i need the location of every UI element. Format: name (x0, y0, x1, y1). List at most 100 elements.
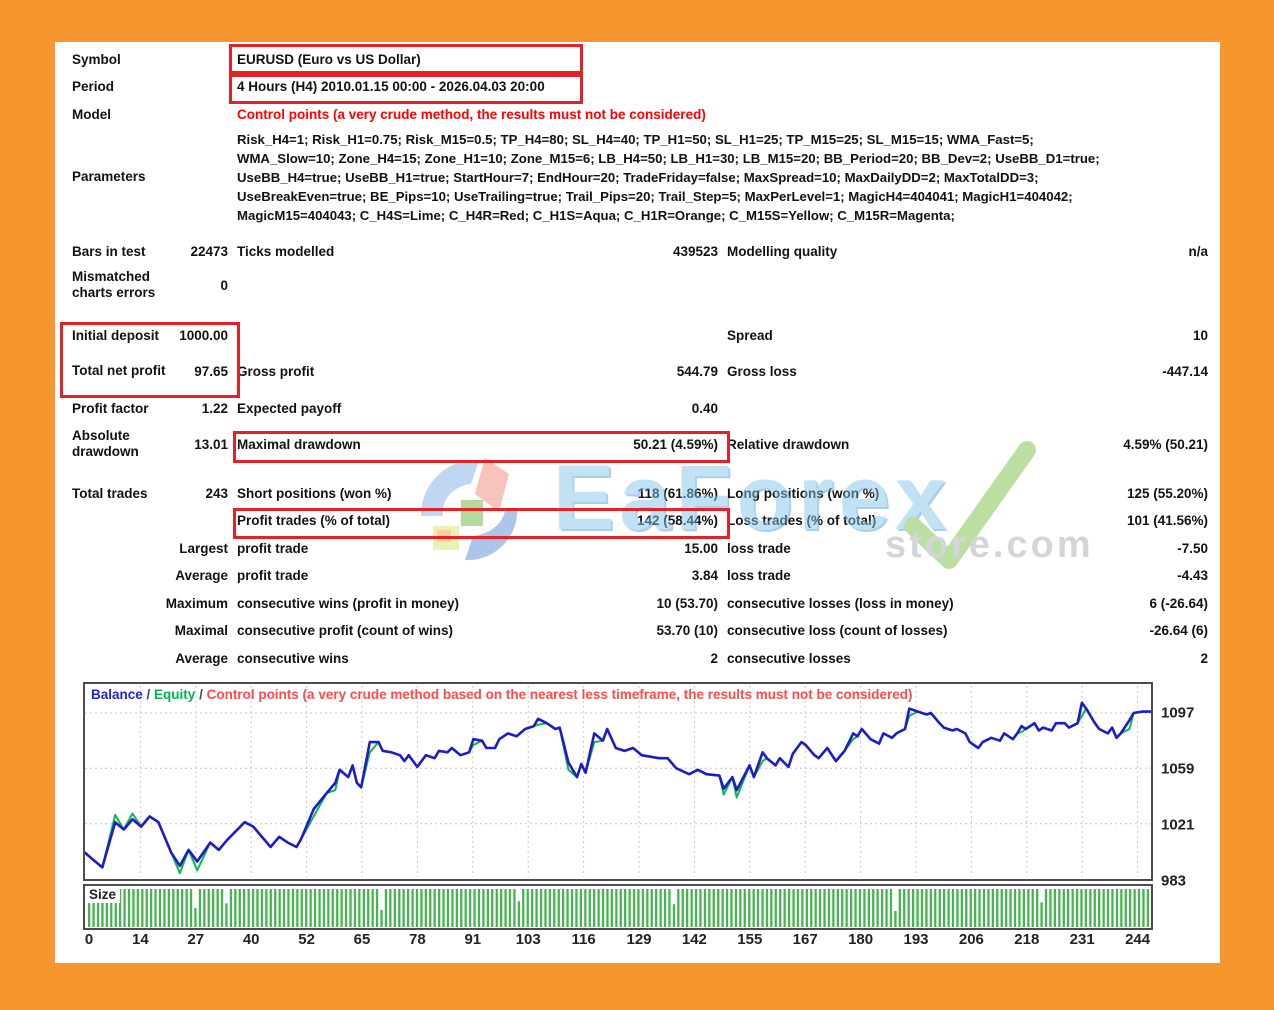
size-bar (349, 889, 352, 927)
size-bar (322, 889, 326, 927)
stat-right-cell: Loss trades (% of total) 101 (41.56%) (727, 507, 1208, 534)
size-bar (398, 889, 401, 927)
size-bar (114, 889, 117, 927)
size-bar (522, 889, 525, 927)
size-bar (318, 889, 321, 927)
size-bar (460, 889, 463, 927)
size-bar (570, 889, 574, 927)
size-bar (469, 889, 472, 927)
stat-value: 50.21 (4.59%) (633, 436, 718, 452)
size-bar (938, 889, 941, 927)
size-bar (885, 889, 888, 927)
stat-mid-cell: Ticks modelled 439523 (237, 238, 718, 265)
stat-value: 53.70 (10) (656, 623, 718, 638)
size-bar (1031, 889, 1034, 927)
size-bar (256, 889, 259, 927)
x-axis-tick-label: 14 (132, 931, 149, 948)
size-bar (367, 889, 370, 927)
size-bar (238, 889, 241, 927)
size-bar (531, 889, 534, 927)
size-bar (593, 889, 596, 927)
size-bar (637, 889, 640, 927)
stat-value: 2 (1200, 651, 1208, 666)
size-chart-label: Size (87, 887, 121, 903)
size-bar (1133, 889, 1136, 927)
size-bar (96, 889, 100, 927)
stat-mid-cell: Maximal drawdown 50.21 (4.59%) (237, 422, 718, 466)
stat-label: Gross loss (727, 363, 797, 379)
stats-row: Total net profit 97.65 Gross profit 544.79 G… (55, 349, 1220, 393)
stat-label: Absolute drawdown (72, 428, 139, 459)
report-panel: Symbol EURUSD (Euro vs US Dollar) Period… (55, 42, 1220, 963)
stat-right-cell: consecutive losses 2 (727, 645, 1208, 672)
balance-line (83, 701, 1153, 869)
size-bar (1013, 889, 1017, 927)
size-bar (841, 889, 844, 927)
size-bar (393, 889, 396, 927)
size-bar (659, 889, 662, 927)
period-label: Period (72, 79, 115, 94)
size-bar (796, 889, 800, 927)
x-axis-tick-label: 78 (409, 931, 426, 948)
y-axis-tick-label: 1021 (1161, 816, 1195, 834)
size-bar (132, 889, 135, 927)
size-bar (198, 889, 202, 927)
size-bar (1089, 889, 1092, 927)
size-bar (996, 889, 999, 927)
size-bar (646, 889, 649, 927)
stat-right-cell: Modelling quality n/a (727, 238, 1208, 265)
size-bar (212, 889, 215, 927)
size-bar (291, 889, 295, 927)
size-bar (588, 889, 591, 927)
stat-label: Maximal drawdown (237, 436, 361, 452)
size-bar (610, 889, 613, 927)
size-bar (1084, 889, 1087, 927)
size-bar (818, 889, 822, 927)
size-bar (934, 889, 937, 927)
size-bar (150, 889, 153, 927)
x-axis-tick-label: 142 (681, 931, 707, 948)
stat-value: -26.64 (6) (1149, 623, 1208, 638)
model-value: Control points (a very crude method, the… (237, 107, 706, 122)
size-bar (442, 889, 445, 927)
chart-legend: Balance / Equity / Control points (a ver… (91, 687, 913, 702)
stat-label: Profit factor (72, 400, 149, 416)
size-bar (110, 889, 113, 927)
x-axis-tick-label: 27 (187, 931, 205, 948)
size-bar (207, 889, 210, 927)
model-row: Model Control points (a very crude metho… (55, 101, 1220, 128)
stat-label: consecutive losses (loss in money) (727, 596, 954, 611)
size-bar (681, 889, 684, 927)
stat-value: Average (175, 568, 228, 583)
parameters-line: WMA_Slow=10; Zone_H4=15; Zone_H1=10; Zon… (237, 151, 1100, 166)
stat-label: profit trade (237, 568, 309, 583)
size-bar (380, 909, 383, 927)
stat-value: -7.50 (1177, 541, 1208, 556)
size-bar (464, 889, 467, 927)
size-bar (850, 889, 853, 927)
stats-row: Maximal consecutive profit (count of wins… (55, 617, 1220, 644)
size-bar (260, 889, 264, 927)
stat-value: 10 (1192, 328, 1208, 343)
size-bar (553, 889, 556, 927)
stat-mid-cell: Gross profit 544.79 (237, 349, 718, 393)
size-bar (956, 889, 959, 927)
stat-mid-cell: Short positions (won %) 118 (61.86%) (237, 480, 718, 507)
size-bar (429, 889, 432, 927)
stats-row: Total trades 243 Short positions (won %) 11… (55, 480, 1220, 507)
size-bar (965, 889, 968, 927)
size-bar (539, 889, 543, 927)
stats-row: Maximum consecutive wins (profit in money… (55, 590, 1220, 617)
size-bar (810, 889, 813, 927)
stat-value: -447.14 (1162, 363, 1208, 379)
stats-row: Mismatched charts errors 0 (55, 264, 1220, 306)
size-bar (216, 889, 219, 927)
stat-mid-cell: consecutive wins 2 (237, 645, 718, 672)
stat-label: Loss trades (% of total) (727, 513, 877, 528)
x-axis-tick-label: 40 (242, 931, 260, 948)
size-bar (867, 889, 870, 927)
size-bar (265, 889, 268, 927)
size-bar (1075, 889, 1079, 927)
size-bar (420, 889, 423, 927)
size-bar (1005, 889, 1008, 927)
